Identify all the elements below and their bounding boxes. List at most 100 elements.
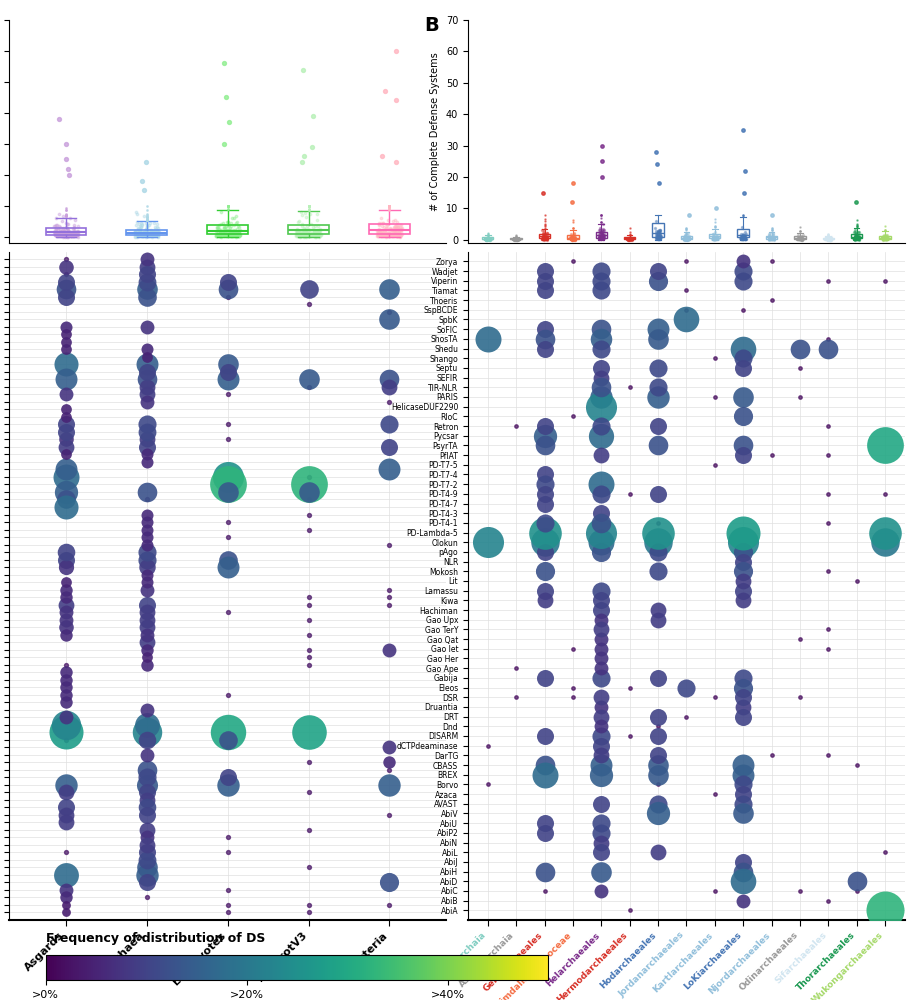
Point <box>509 232 524 248</box>
Point <box>877 230 891 246</box>
Point <box>679 232 694 248</box>
Point <box>128 224 143 240</box>
Point <box>128 226 143 242</box>
Point <box>510 232 525 248</box>
Point <box>232 227 247 243</box>
Point <box>821 447 835 463</box>
Point <box>792 230 807 246</box>
Point <box>654 229 668 245</box>
Point <box>225 225 239 241</box>
Point <box>211 227 226 243</box>
Point <box>650 224 664 240</box>
Point <box>60 216 75 232</box>
Point <box>139 439 154 455</box>
Point <box>208 228 223 244</box>
Point <box>791 231 805 247</box>
Point <box>651 612 665 628</box>
Point <box>821 418 835 434</box>
Point <box>370 228 385 244</box>
Point <box>218 223 233 239</box>
Point <box>824 230 838 246</box>
Point <box>128 224 143 240</box>
Point <box>295 222 310 238</box>
Point <box>218 219 232 235</box>
Point <box>850 229 865 245</box>
Point <box>139 822 154 838</box>
Point <box>823 231 837 247</box>
Point <box>622 902 637 918</box>
Point <box>57 223 71 239</box>
Point <box>148 225 163 241</box>
Point <box>736 796 750 812</box>
Point <box>764 253 779 269</box>
Point <box>736 341 750 357</box>
Point <box>537 321 552 337</box>
Point <box>537 230 551 246</box>
Point <box>535 231 549 247</box>
Point <box>791 230 805 246</box>
Point <box>821 747 835 763</box>
Point <box>793 231 808 247</box>
Point <box>677 228 692 244</box>
Point <box>536 231 550 247</box>
Point <box>151 227 165 243</box>
Point <box>151 227 165 243</box>
Point <box>66 226 80 242</box>
Point <box>708 228 723 244</box>
Point <box>61 223 76 239</box>
Point <box>228 227 243 243</box>
Point <box>59 225 74 241</box>
Point <box>210 220 225 236</box>
Point <box>594 505 609 521</box>
Point <box>389 92 404 108</box>
Point <box>59 224 74 240</box>
Point <box>58 266 73 282</box>
Point <box>651 230 665 246</box>
Point <box>299 228 314 244</box>
Point <box>134 228 149 244</box>
Point <box>148 226 163 242</box>
Point <box>139 612 154 628</box>
Point <box>564 228 579 244</box>
Point <box>65 226 80 242</box>
Point <box>134 219 149 235</box>
Point <box>765 229 780 245</box>
Point <box>70 226 85 242</box>
Point <box>820 231 834 247</box>
Point <box>876 230 890 246</box>
Point <box>594 864 609 880</box>
Point <box>567 231 581 247</box>
Point <box>375 222 389 238</box>
Point <box>394 217 409 233</box>
Point <box>135 228 150 244</box>
Point <box>389 221 404 237</box>
Point <box>379 220 394 236</box>
Point <box>481 229 495 245</box>
Point <box>58 582 73 598</box>
Point <box>762 230 777 246</box>
Point <box>135 216 150 232</box>
Point <box>380 212 395 228</box>
Point <box>651 437 665 453</box>
Point <box>681 231 696 247</box>
Point <box>795 231 810 247</box>
Point <box>735 219 749 235</box>
Point <box>537 223 551 239</box>
Point <box>850 228 865 244</box>
Point <box>594 341 609 357</box>
Point <box>292 225 307 241</box>
Point <box>794 231 809 247</box>
Point <box>298 225 313 241</box>
Point <box>795 227 810 243</box>
Point <box>372 224 387 240</box>
Point <box>848 225 863 241</box>
Point <box>761 231 776 247</box>
Point <box>735 231 749 247</box>
Point <box>535 231 549 247</box>
Point <box>537 263 552 279</box>
Point <box>707 229 722 245</box>
Point <box>595 230 610 246</box>
Point <box>592 226 607 242</box>
Point <box>133 221 148 237</box>
Point <box>302 859 316 875</box>
